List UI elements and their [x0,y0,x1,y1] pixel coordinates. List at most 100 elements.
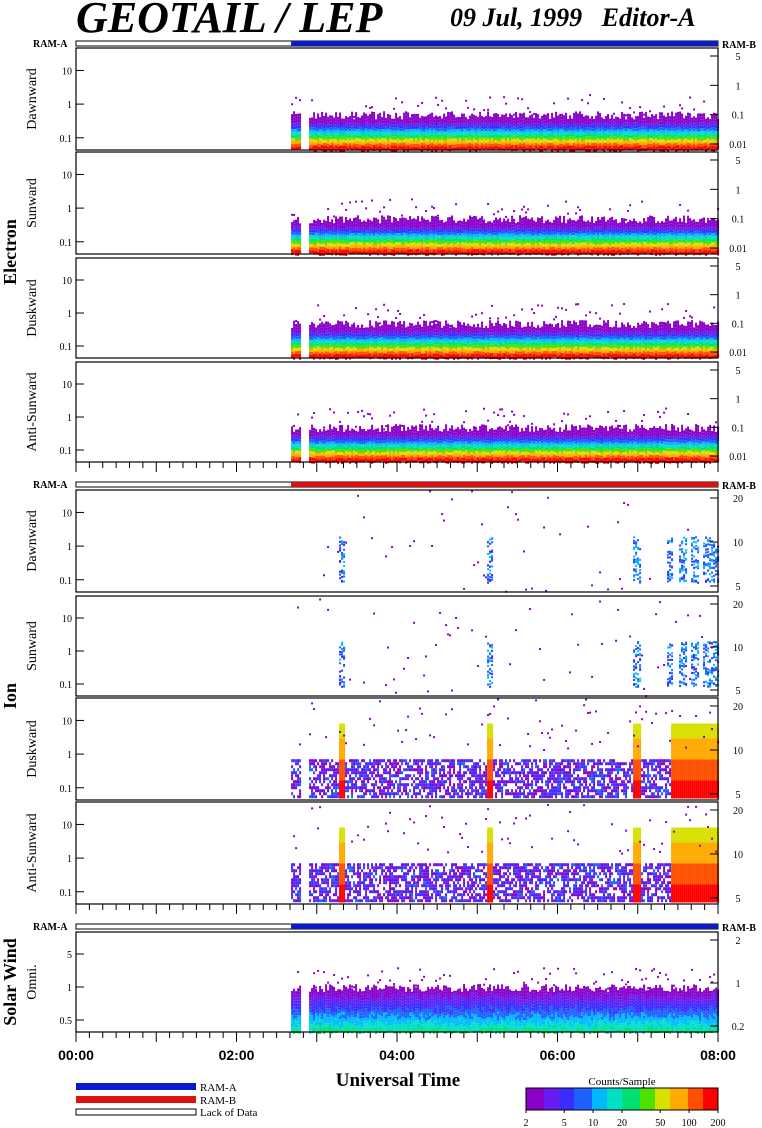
colorbar-cell [655,1088,659,1110]
left-tick-label: 0.1 [60,446,73,457]
colorbar-cell [598,1088,602,1110]
colorbar-cell [637,1088,641,1110]
left-tick-label: 10 [62,716,72,727]
left-tick-label: 0.1 [60,134,73,145]
colorbar-cell [586,1088,590,1110]
right-tick-label: 1 [736,395,741,406]
x-tick-label: 08:00 [700,1047,736,1063]
colorbar-cell [541,1088,545,1110]
panel-background [76,490,718,592]
x-tick-label: 00:00 [58,1047,94,1063]
colorbar-tick-label: 100 [682,1118,697,1128]
colorbar-cell [628,1088,632,1110]
colorbar-cell [709,1088,713,1110]
ram-a-label: RAM-A [33,922,68,933]
colorbar-cell [715,1088,719,1110]
colorbar-cell [700,1088,704,1110]
colorbar-cell [682,1088,686,1110]
ram-b-label: RAM-B [722,481,756,492]
panel-ion-duskward: 10 1 0.1 20 10 5 Duskward [25,697,743,801]
electron-group-label: Electron [0,219,20,285]
ram-a-label: RAM-A [33,39,68,50]
right-tick-label: 20 [733,600,743,611]
colorbar-cell [601,1088,605,1110]
spectrogram [291,94,720,152]
colorbar-cell [562,1088,566,1110]
right-tick-label: 10 [733,746,743,757]
colorbar-cell [550,1088,554,1110]
right-tick-label: 10 [733,538,743,549]
left-tick-label: 5 [67,950,72,961]
colorbar-tick-label: 50 [655,1118,665,1128]
panel-frame [75,47,719,151]
right-tick-label: 10 [733,850,743,861]
left-tick-label: 1 [67,983,72,994]
left-tick-label: 1 [67,100,72,111]
colorbar-cell [664,1088,668,1110]
panel-label: Anti-Sunward [25,813,40,892]
panel-label: Dawnward [25,510,40,571]
right-tick-label: 0.1 [732,319,745,330]
left-tick-label: 0.5 [60,1016,73,1027]
panels-layer: 10 1 0.1 5 1 0.1 0.01 Dawnward 10 1 0.1 5 1 0.1 0.01 Su… [25,40,747,1042]
right-tick-label: 5 [736,52,741,63]
legend-lack-label: Lack of Data [200,1107,258,1119]
colorbar-cell [580,1088,584,1110]
colorbar-cell [556,1088,560,1110]
date-editor-label: 09 Jul, 1999 Editor-A [450,3,696,32]
panel-label: Sunward [25,621,40,671]
right-tick-label: 5 [736,894,741,905]
panel-label: Omni. [25,964,40,999]
colorbar-tick-label: 20 [617,1118,627,1128]
panel-label: Duskward [25,279,40,337]
colorbar-cell [673,1088,677,1110]
colorbar-cell [622,1088,626,1110]
right-tick-label: 5 [736,366,741,377]
legend-lack-swatch [75,1108,197,1116]
left-tick-label: 10 [62,66,72,77]
colorbar-cell [526,1088,530,1110]
colorbar-cell [535,1088,539,1110]
spectrogram [323,490,720,593]
colorbar-cell [595,1088,599,1110]
colorbar-cell [643,1088,647,1110]
colorbar-cell [574,1088,578,1110]
right-tick-label: 20 [733,702,743,713]
right-tick-label: 20 [733,806,743,817]
colorbar-tick-label: 10 [588,1118,598,1128]
left-tick-label: 0.1 [60,576,73,587]
left-tick-label: 10 [62,614,72,625]
legend-ram-a-label: RAM-A [200,1082,237,1094]
left-tick-label: 10 [62,276,72,287]
colorbar-cell [565,1088,569,1110]
right-tick-label: 5 [736,790,741,801]
left-tick-label: 1 [67,647,72,658]
left-tick-label: 10 [62,508,72,519]
panel-ion-dawnward: 10 1 0.1 20 10 5 Dawnward [25,489,743,593]
left-tick-label: 1 [67,413,72,424]
right-tick-label: 1 [736,81,741,92]
colorbar-cell [604,1088,608,1110]
panel-electron-sunward: 10 1 0.1 5 1 0.1 0.01 Sunward [25,151,747,256]
colorbar-cell [610,1088,614,1110]
colorbar-cell [568,1088,572,1110]
right-tick-label: 0.1 [732,111,745,122]
colorbar-cell [691,1088,695,1110]
colorbar-cell [649,1088,653,1110]
left-tick-label: 0.1 [60,680,73,691]
panel-ion-sunward: 10 1 0.1 20 10 5 Sunward [25,595,743,698]
panel-label: Duskward [25,720,40,778]
colorbar-cell [547,1088,551,1110]
colorbar-cell [532,1088,536,1110]
colorbar-cell [646,1088,650,1110]
right-tick-label: 0.01 [729,348,747,359]
left-tick-label: 1 [67,750,72,761]
colorbar-cell [667,1088,671,1110]
colorbar-cell [670,1088,674,1110]
colorbar-cell [661,1088,665,1110]
ram-bar-segment [291,41,718,46]
left-tick-label: 10 [62,380,72,391]
colorbar-cell [703,1088,707,1110]
right-tick-label: 1 [736,185,741,196]
